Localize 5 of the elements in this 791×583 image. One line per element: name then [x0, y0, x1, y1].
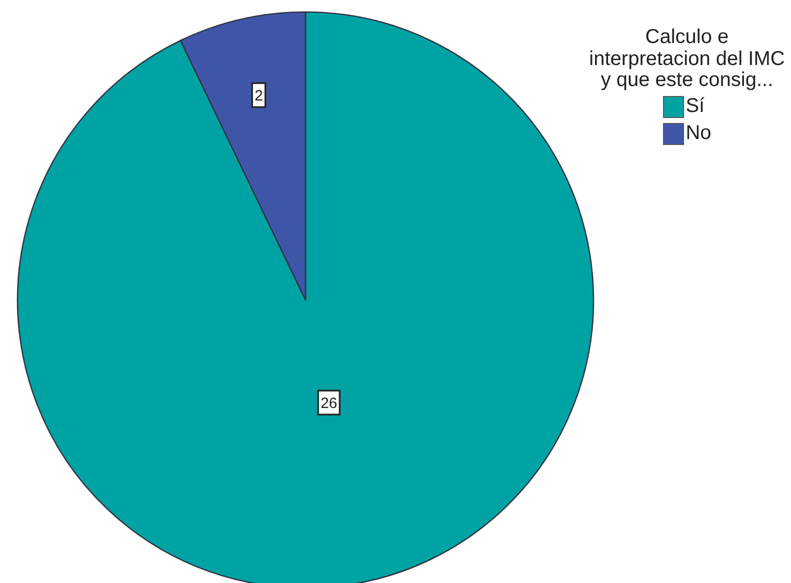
legend-label: No — [686, 122, 712, 145]
data-label: 2 — [254, 88, 263, 105]
legend-title: Calculo e interpretacion del IMC y que este consig... — [588, 26, 786, 92]
slice-label: Sí — [686, 95, 705, 118]
data-label: 26 — [320, 395, 338, 412]
